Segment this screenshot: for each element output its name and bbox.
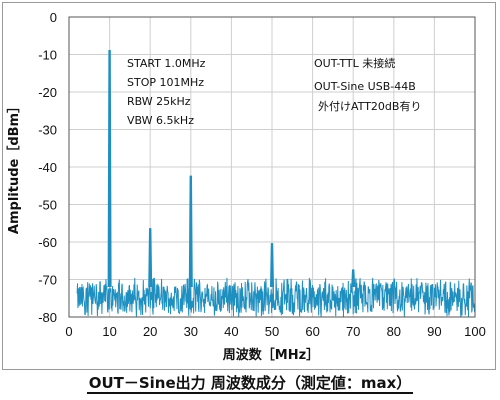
x-tick-label: 0 xyxy=(65,324,72,339)
x-tick-label: 20 xyxy=(143,324,157,339)
y-tick-label: -30 xyxy=(38,123,57,138)
y-tick-label: 0 xyxy=(50,10,57,25)
y-tick-label: -40 xyxy=(38,160,57,175)
spectrum-series xyxy=(76,49,476,318)
y-tick-label: -80 xyxy=(38,310,57,325)
annotation-vbw: VBW 6.5kHz xyxy=(127,114,194,127)
y-tick-label: -70 xyxy=(38,273,57,288)
annotation-att: 外付けATT20dB有り xyxy=(318,99,421,113)
y-tick-label: -60 xyxy=(38,235,57,250)
spectral-peak xyxy=(107,49,112,288)
spectrum-chart: 0 10 20 30 40 50 60 70 80 90 100 0 -10 -20 -30 -40 -50 -6… xyxy=(6,10,486,363)
y-tick-label: -20 xyxy=(38,85,57,100)
annotation-stop: STOP 101MHz xyxy=(127,76,204,89)
annotation-out-ttl: OUT-TTL 未接続 xyxy=(314,56,395,70)
x-tick-label: 100 xyxy=(464,324,486,339)
annotation-out-sine: OUT-Sine USB-44B xyxy=(314,80,416,93)
x-tick-label: 60 xyxy=(305,324,319,339)
x-tick-label: 70 xyxy=(346,324,360,339)
figure-caption: OUT－Sine出力 周波数成分（測定値：max） xyxy=(0,372,500,394)
y-tick-label: -10 xyxy=(38,48,57,63)
noise-floor-trace xyxy=(76,277,476,318)
x-tick-label: 50 xyxy=(265,324,279,339)
axes xyxy=(68,16,476,318)
x-tick-label: 90 xyxy=(427,324,441,339)
x-tick-label: 80 xyxy=(387,324,401,339)
annotation-start: START 1.0MHz xyxy=(127,57,206,70)
spectral-peak xyxy=(351,269,356,288)
tick-labels: 0 10 20 30 40 50 60 70 80 90 100 0 -10 -20 -30 -40 -50 -6… xyxy=(38,10,486,339)
x-axis-label: 周波数［MHz］ xyxy=(223,347,319,363)
annotation-left: START 1.0MHz STOP 101MHz RBW 25kHz VBW 6… xyxy=(127,57,206,127)
caption-text: OUT－Sine出力 周波数成分（測定値：max） xyxy=(86,374,414,394)
spectral-peak xyxy=(148,228,153,288)
plot-area-border xyxy=(68,16,476,318)
x-tick-label: 30 xyxy=(184,324,198,339)
annotation-rbw: RBW 25kHz xyxy=(127,95,191,108)
y-tick-label: -50 xyxy=(38,198,57,213)
annotation-right: OUT-TTL 未接続 OUT-Sine USB-44B 外付けATT20dB有… xyxy=(314,56,421,113)
y-axis-label: Amplitude［dBm］ xyxy=(6,100,22,234)
spectral-peak xyxy=(188,175,193,288)
spectral-peak xyxy=(270,243,274,288)
x-tick-label: 40 xyxy=(224,324,238,339)
x-tick-label: 10 xyxy=(102,324,116,339)
